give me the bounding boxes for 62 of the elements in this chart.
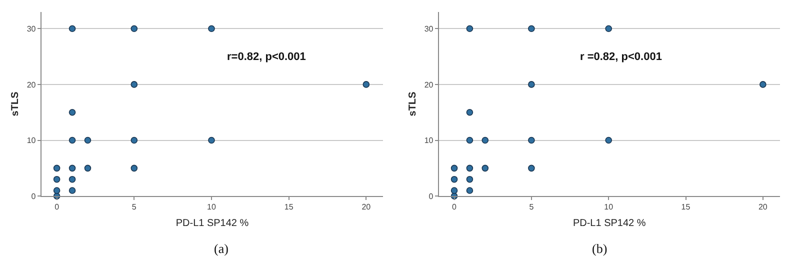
annotation: r=0.82, p<0.001: [227, 51, 306, 63]
text: (b): [592, 241, 608, 256]
y-tick-label: 20: [26, 80, 36, 90]
point: [482, 164, 489, 172]
point: [53, 187, 60, 194]
point: [450, 176, 458, 183]
point: [466, 108, 474, 116]
x-tick-label: 5: [529, 202, 534, 212]
point: [466, 136, 474, 144]
point: [53, 164, 60, 172]
x-axis-title: PD-L1 SP142 %: [176, 218, 249, 230]
point: [528, 81, 535, 88]
y-axis-title: sTLS: [407, 91, 418, 116]
y-tick-label: 0: [31, 192, 36, 201]
point: [68, 176, 76, 183]
x-tick-label: 10: [207, 202, 216, 212]
point: [68, 187, 76, 194]
point: [528, 25, 535, 32]
y-tick-label: 0: [428, 192, 434, 201]
x-tick-label: 0: [452, 202, 458, 212]
point: [84, 136, 92, 144]
y-tick-label: 10: [26, 136, 36, 146]
y-tick-label: 30: [424, 24, 434, 34]
point: [84, 164, 92, 172]
point: [130, 81, 138, 88]
text: (a): [214, 241, 228, 256]
point: [450, 187, 458, 194]
x-tick-label: 15: [284, 202, 294, 212]
point: [53, 176, 60, 183]
x-tick-label: 10: [604, 202, 614, 212]
point: [68, 25, 76, 32]
annotation: r =0.82, p<0.001: [580, 51, 662, 63]
point: [130, 25, 138, 32]
y-tick-label: 20: [424, 80, 434, 90]
point: [528, 136, 535, 144]
point: [482, 136, 489, 144]
point: [68, 108, 76, 116]
y-tick-label: 30: [26, 24, 36, 34]
x-tick-label: 5: [132, 202, 137, 212]
point: [528, 164, 535, 172]
x-tick-label: 15: [681, 202, 691, 212]
point: [68, 136, 76, 144]
x-tick-label: 0: [54, 202, 60, 212]
point: [466, 25, 474, 32]
point: [450, 164, 458, 172]
x-tick-label: 20: [758, 202, 768, 212]
point: [466, 164, 474, 172]
y-tick-label: 10: [424, 136, 434, 146]
x-axis-title: PD-L1 SP142 %: [572, 218, 646, 230]
point: [130, 136, 138, 144]
point: [466, 187, 474, 194]
point: [466, 176, 474, 183]
point: [208, 136, 215, 144]
point: [208, 25, 215, 32]
point: [130, 164, 138, 172]
point: [605, 136, 612, 144]
point: [760, 81, 766, 88]
point: [362, 81, 370, 88]
y-axis-title: sTLS: [10, 91, 21, 116]
point: [68, 164, 76, 172]
x-tick-label: 20: [362, 202, 372, 212]
point: [605, 25, 612, 32]
